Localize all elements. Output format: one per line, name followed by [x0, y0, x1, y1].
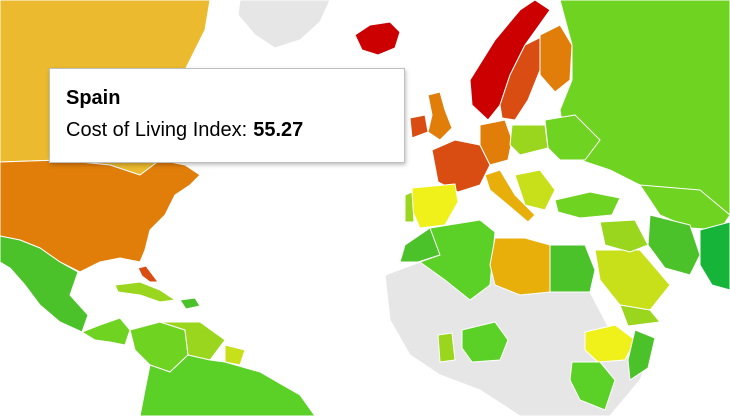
region-ghana[interactable]: [437, 332, 456, 363]
region-greenland[interactable]: [237, 0, 331, 49]
region-central-america[interactable]: [81, 317, 131, 346]
region-iraq[interactable]: [599, 219, 649, 253]
region-ukraine-belarus[interactable]: [544, 114, 601, 161]
region-guyana[interactable]: [224, 344, 246, 366]
region-finland[interactable]: [539, 24, 573, 93]
region-turkey[interactable]: [554, 191, 621, 219]
region-germany[interactable]: [479, 119, 513, 166]
region-poland[interactable]: [509, 124, 549, 156]
region-russia[interactable]: [559, 0, 730, 216]
region-ireland[interactable]: [409, 114, 429, 139]
region-somalia[interactable]: [627, 329, 656, 381]
region-east-africa[interactable]: [569, 361, 616, 411]
region-nigeria[interactable]: [461, 321, 509, 363]
region-uk[interactable]: [427, 91, 453, 141]
tooltip-metric-value: 55.27: [253, 119, 304, 141]
region-hispaniola[interactable]: [179, 297, 201, 310]
region-mexico[interactable]: [0, 235, 89, 333]
region-balkans[interactable]: [514, 169, 556, 211]
tooltip-country-name: Spain: [66, 87, 121, 109]
region-algeria[interactable]: [419, 219, 496, 301]
tooltip-metric-label: Cost of Living Index:: [66, 119, 248, 141]
region-egypt[interactable]: [549, 244, 596, 293]
region-italy[interactable]: [484, 169, 536, 223]
region-yemen[interactable]: [619, 304, 661, 327]
region-bahamas[interactable]: [137, 265, 159, 283]
country-tooltip: Spain Cost of Living Index: 55.27: [49, 68, 405, 163]
region-ethiopia[interactable]: [584, 324, 636, 363]
region-portugal[interactable]: [404, 191, 415, 223]
tooltip-metric-row: Cost of Living Index: 55.27: [66, 117, 388, 143]
region-central-asia[interactable]: [699, 221, 730, 291]
region-brazil[interactable]: [139, 354, 316, 416]
region-libya[interactable]: [489, 237, 551, 296]
region-cuba[interactable]: [114, 281, 176, 303]
region-iceland[interactable]: [354, 21, 401, 56]
